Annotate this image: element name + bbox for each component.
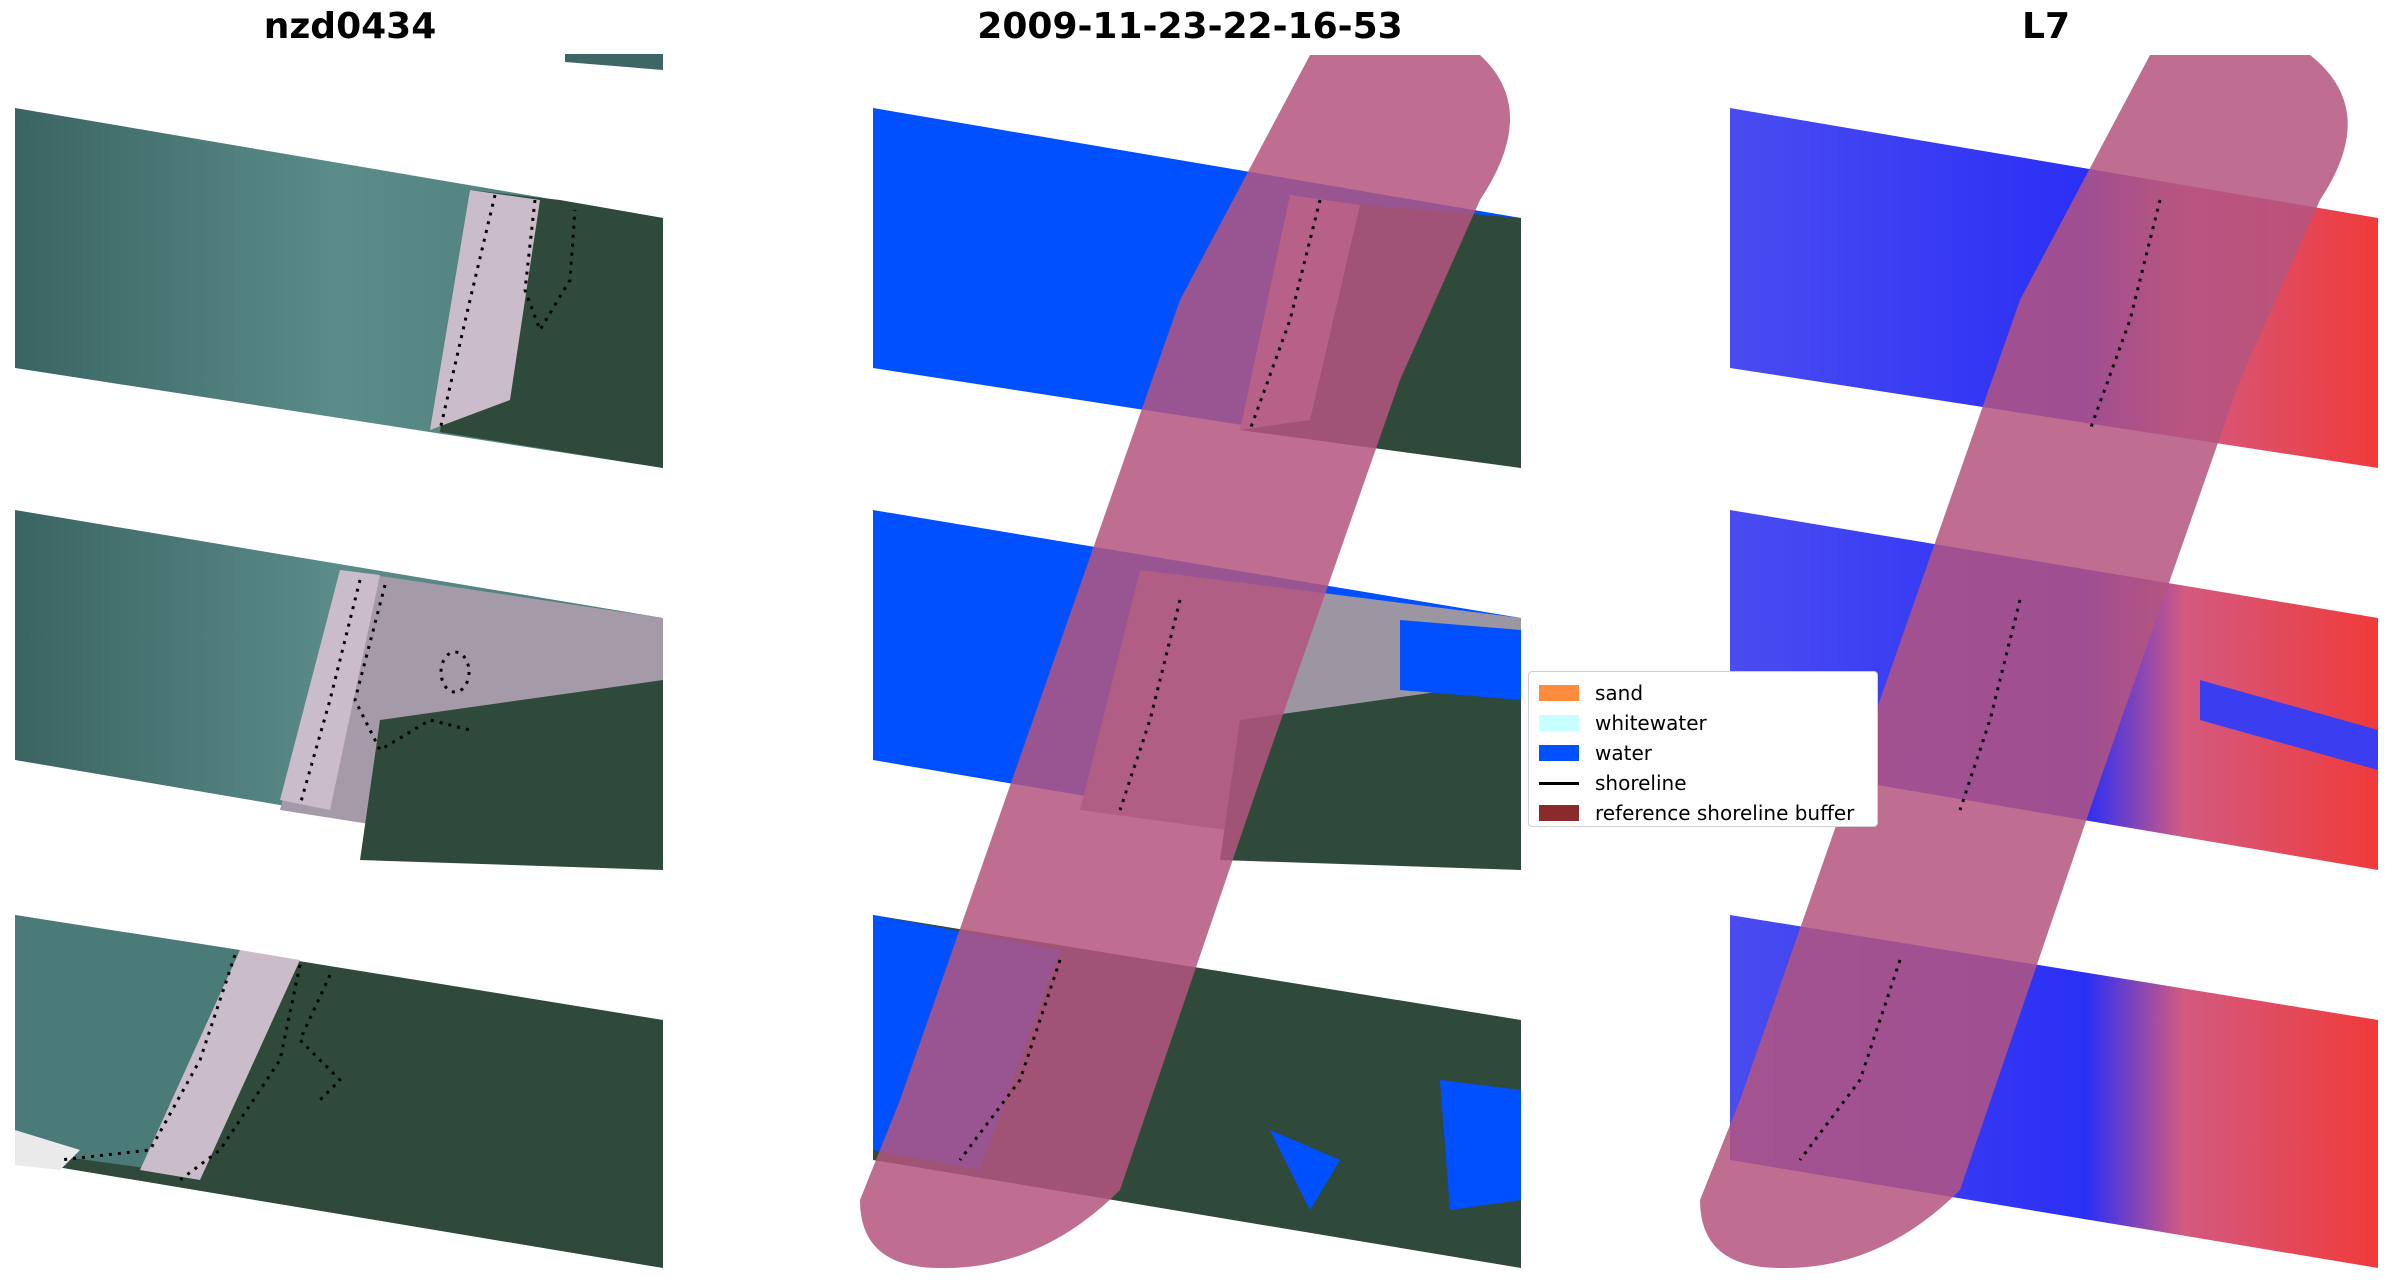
legend-label-buffer: reference shoreline buffer xyxy=(1595,801,1855,825)
legend-label-water: water xyxy=(1595,741,1652,765)
index-shoreline-buffer xyxy=(1700,55,2348,1269)
panel-title-rgb: nzd0434 xyxy=(263,6,437,47)
legend-label-whitewater: whitewater xyxy=(1595,711,1707,735)
panel-index: L7 xyxy=(1700,0,2392,1283)
index-image xyxy=(1700,55,2378,1269)
rgb-tile-2 xyxy=(15,510,663,870)
legend-label-sand: sand xyxy=(1595,681,1644,705)
legend-swatch-water xyxy=(1539,745,1579,761)
legend-swatch-sand xyxy=(1539,685,1579,701)
legend-swatch-shoreline xyxy=(1539,781,1579,785)
legend-swatch-whitewater xyxy=(1539,715,1579,731)
panel-title-classified: 2009-11-23-22-16-53 xyxy=(977,6,1403,47)
legend-item-sand: sand xyxy=(1539,678,1867,708)
rgb-tile-1 xyxy=(15,54,663,468)
legend-item-shoreline: shoreline xyxy=(1539,768,1867,798)
panel-title-index: L7 xyxy=(2022,6,2070,47)
rgb-tile-3 xyxy=(15,915,663,1268)
reference-shoreline-buffer xyxy=(860,55,1510,1269)
rgb-image xyxy=(15,54,663,1268)
classified-image xyxy=(860,55,1521,1269)
legend-swatch-buffer xyxy=(1539,805,1579,821)
legend-item-water: water xyxy=(1539,738,1867,768)
legend-item-buffer: reference shoreline buffer xyxy=(1539,798,1867,828)
legend: sand whitewater water shoreline referenc… xyxy=(1528,671,1878,827)
panel-classified: 2009-11-23-22-16-53 xyxy=(840,0,1540,1283)
legend-item-whitewater: whitewater xyxy=(1539,708,1867,738)
legend-label-shoreline: shoreline xyxy=(1595,771,1687,795)
panel-rgb: nzd0434 xyxy=(0,0,700,1283)
